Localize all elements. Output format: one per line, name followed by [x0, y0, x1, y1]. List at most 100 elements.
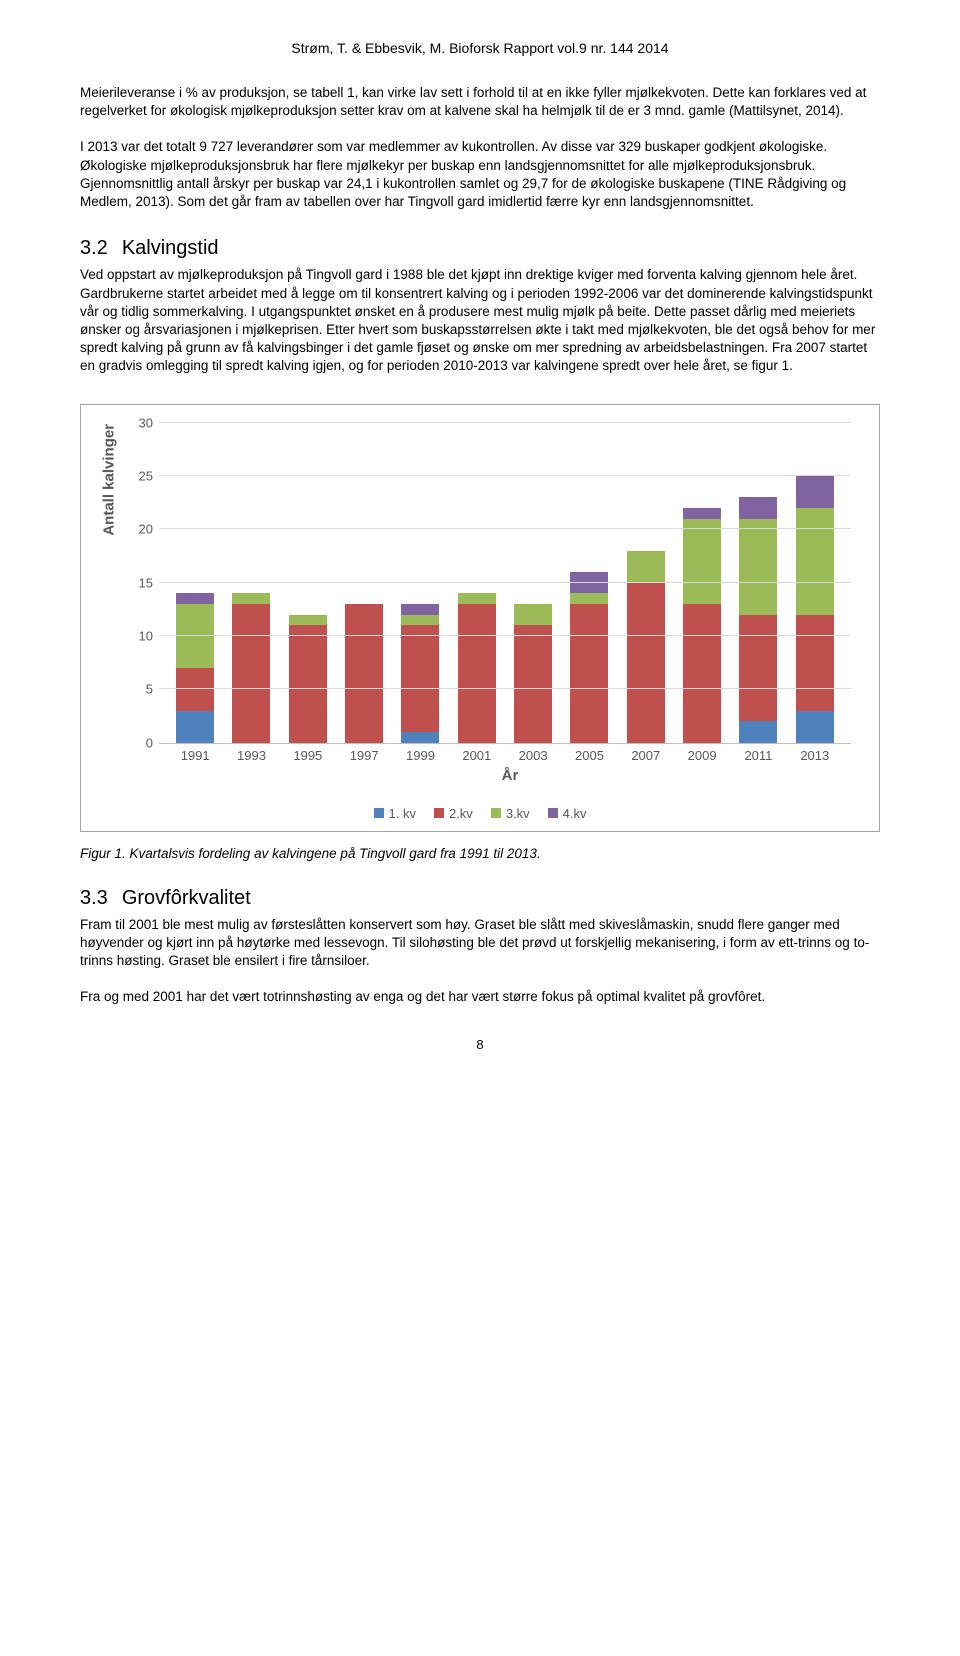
chart-legend: 1. kv 2.kv 3.kv 4.kv [99, 806, 861, 821]
bar-2005 [570, 572, 608, 743]
bar-segment [232, 604, 270, 743]
bar-segment [458, 593, 496, 604]
bar-segment [514, 604, 552, 625]
x-axis-labels: 1991199319951997199920012003200520072009… [159, 744, 851, 763]
section-3-2-title: Kalvingstid [122, 237, 219, 259]
bar-segment [627, 551, 665, 583]
bar-segment [796, 615, 834, 711]
bar-slot [561, 423, 617, 743]
bar-segment [401, 615, 439, 626]
y-tick-label: 10 [125, 628, 153, 643]
y-axis-title: Antall kalvinger [101, 424, 118, 536]
bar-slot [392, 423, 448, 743]
legend-item: 2.kv [434, 806, 473, 821]
bar-slot [730, 423, 786, 743]
y-tick-label: 5 [125, 682, 153, 697]
bar-segment [345, 604, 383, 743]
legend-item: 4.kv [548, 806, 587, 821]
bar-segment [289, 615, 327, 626]
bar-segment [739, 721, 777, 742]
legend-swatch [374, 808, 384, 818]
bar-segment [401, 625, 439, 732]
figure-1-caption: Figur 1. Kvartalsvis fordeling av kalvin… [80, 846, 880, 861]
bar-slot [223, 423, 279, 743]
chart-gridline [159, 422, 851, 423]
section-3-2-number: 3.2 [80, 237, 108, 259]
legend-label: 4.kv [563, 806, 587, 821]
legend-swatch [491, 808, 501, 818]
bar-segment [796, 508, 834, 615]
section-3-3-heading: 3.3 Grovfôrkvalitet [80, 887, 880, 910]
bar-slot [449, 423, 505, 743]
x-tick-label: 2003 [505, 748, 561, 763]
bar-segment [401, 732, 439, 743]
x-tick-label: 1991 [167, 748, 223, 763]
bar-segment [739, 615, 777, 722]
chart-bars [159, 423, 851, 743]
y-tick-label: 25 [125, 468, 153, 483]
x-tick-label: 2005 [561, 748, 617, 763]
bar-2011 [739, 497, 777, 742]
bar-slot [505, 423, 561, 743]
bar-segment [514, 625, 552, 742]
y-tick-label: 0 [125, 735, 153, 750]
bar-slot [618, 423, 674, 743]
x-tick-label: 1995 [280, 748, 336, 763]
bar-segment [176, 711, 214, 743]
y-tick-label: 30 [125, 415, 153, 430]
bar-segment [570, 604, 608, 743]
legend-item: 3.kv [491, 806, 530, 821]
legend-label: 2.kv [449, 806, 473, 821]
bar-segment [232, 593, 270, 604]
chart-plot-area: Antall kalvinger 051015202530 [159, 423, 851, 744]
legend-label: 1. kv [389, 806, 416, 821]
paragraph-1: Meierileveranse i % av produksjon, se ta… [80, 84, 880, 120]
legend-label: 3.kv [506, 806, 530, 821]
bar-segment [796, 711, 834, 743]
bar-1991 [176, 593, 214, 742]
page-number: 8 [80, 1037, 880, 1052]
bar-segment [739, 497, 777, 518]
x-tick-label: 2011 [730, 748, 786, 763]
bar-2003 [514, 604, 552, 743]
bar-2007 [627, 551, 665, 743]
bar-slot [336, 423, 392, 743]
legend-item: 1. kv [374, 806, 416, 821]
bar-segment [570, 572, 608, 593]
bar-2009 [683, 508, 721, 743]
x-tick-label: 2001 [449, 748, 505, 763]
bar-2001 [458, 593, 496, 742]
bar-segment [176, 668, 214, 711]
bar-segment [739, 519, 777, 615]
paragraph-5: Fra og med 2001 har det vært totrinnshøs… [80, 988, 880, 1006]
bar-slot [280, 423, 336, 743]
bar-segment [683, 604, 721, 743]
bar-segment [683, 519, 721, 604]
bar-2013 [796, 476, 834, 743]
section-3-2-heading: 3.2 Kalvingstid [80, 237, 880, 260]
chart-gridline [159, 635, 851, 636]
bar-slot [674, 423, 730, 743]
x-tick-label: 2009 [674, 748, 730, 763]
section-3-3-number: 3.3 [80, 887, 108, 909]
legend-swatch [434, 808, 444, 818]
paragraph-3: Ved oppstart av mjølkeproduksjon på Ting… [80, 266, 880, 375]
x-tick-label: 1997 [336, 748, 392, 763]
bar-segment [570, 593, 608, 604]
paragraph-2: I 2013 var det totalt 9 727 leverandører… [80, 138, 880, 211]
bar-slot [167, 423, 223, 743]
bar-segment [683, 508, 721, 519]
chart-gridline [159, 582, 851, 583]
x-tick-label: 2013 [787, 748, 843, 763]
paragraph-4: Fram til 2001 ble mest mulig av førstesl… [80, 916, 880, 971]
bar-segment [796, 476, 834, 508]
bar-segment [458, 604, 496, 743]
section-3-3-title: Grovfôrkvalitet [122, 887, 251, 909]
x-tick-label: 1993 [223, 748, 279, 763]
x-tick-label: 2007 [618, 748, 674, 763]
bar-segment [401, 604, 439, 615]
legend-swatch [548, 808, 558, 818]
y-tick-label: 15 [125, 575, 153, 590]
y-tick-label: 20 [125, 522, 153, 537]
bar-segment [176, 593, 214, 604]
